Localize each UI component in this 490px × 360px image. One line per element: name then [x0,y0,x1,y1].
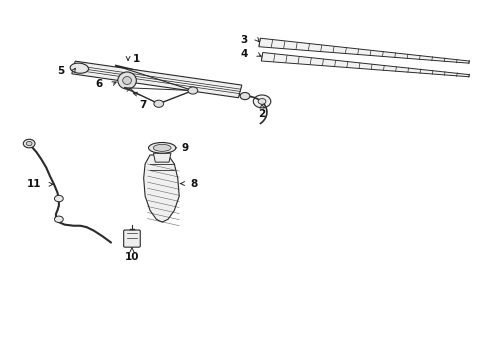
Text: 3: 3 [240,35,247,45]
Circle shape [253,95,271,108]
Circle shape [188,87,198,94]
FancyBboxPatch shape [123,230,140,247]
Text: 6: 6 [95,79,102,89]
Ellipse shape [70,63,89,73]
Text: 9: 9 [182,143,189,153]
Circle shape [54,216,63,222]
Ellipse shape [122,77,131,85]
Text: 2: 2 [258,104,266,119]
Text: 11: 11 [27,179,41,189]
Text: 10: 10 [125,252,139,262]
Circle shape [258,99,266,104]
Ellipse shape [118,72,136,89]
Polygon shape [153,153,171,162]
Circle shape [240,93,250,100]
Circle shape [26,141,32,146]
Text: 1: 1 [133,54,140,64]
Circle shape [54,195,63,202]
Polygon shape [259,38,469,63]
Polygon shape [72,61,242,98]
Polygon shape [261,53,469,77]
Polygon shape [144,153,179,222]
Ellipse shape [153,144,171,151]
Circle shape [24,139,35,148]
Ellipse shape [148,143,176,153]
Text: 5: 5 [57,66,65,76]
Text: 4: 4 [240,49,247,59]
Text: 8: 8 [190,179,197,189]
Circle shape [154,100,164,107]
Text: 7: 7 [139,100,147,110]
